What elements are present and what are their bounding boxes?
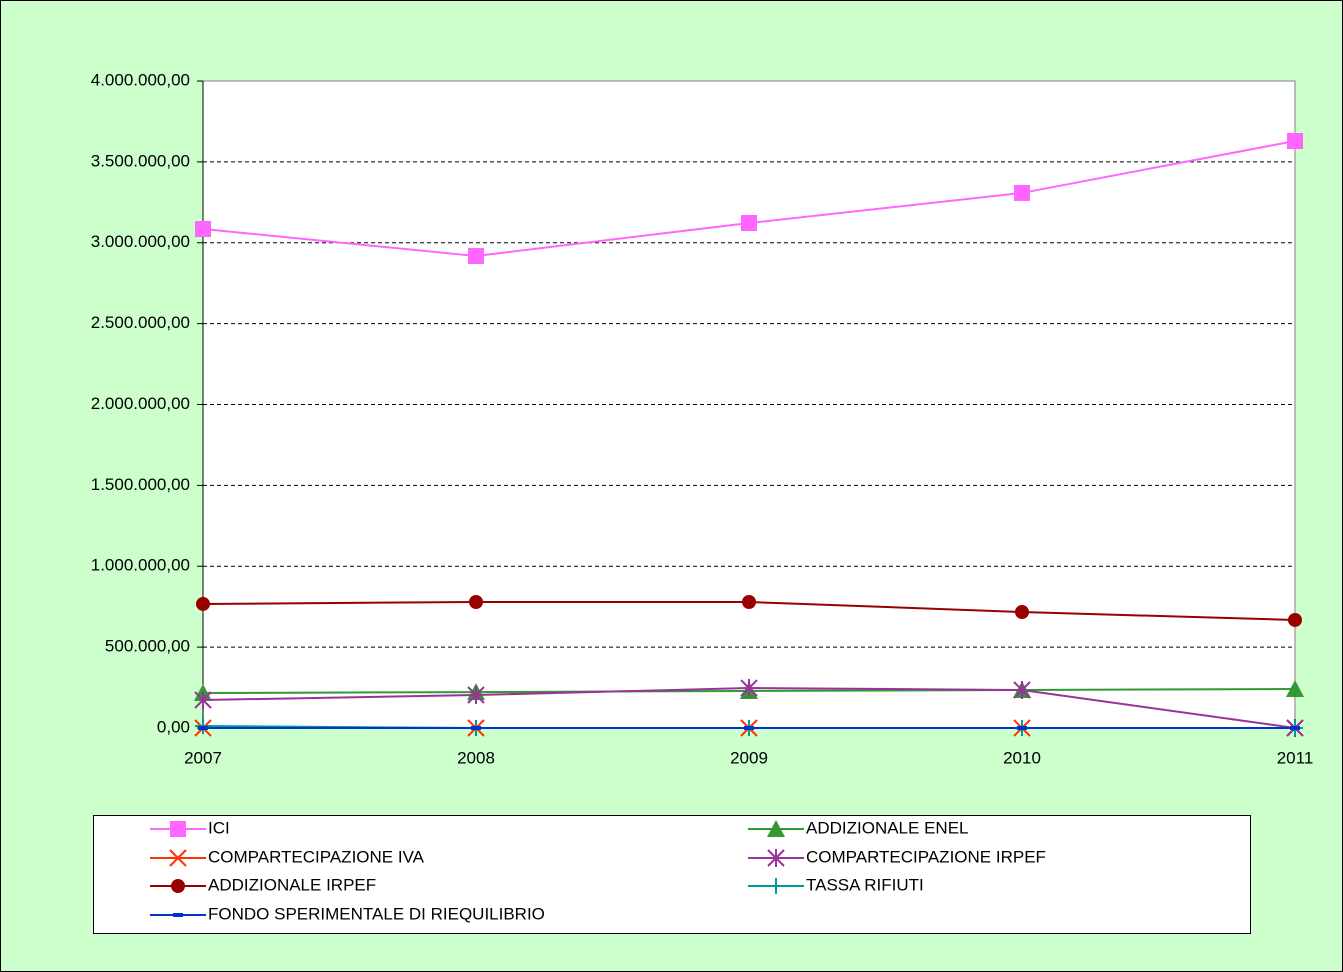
data-point	[740, 679, 758, 698]
x-tick-label: 2011	[1277, 748, 1314, 767]
data-point	[1286, 680, 1304, 698]
x-tick-label: 2007	[184, 748, 222, 767]
data-point	[741, 215, 757, 232]
x-tick-label: 2009	[730, 748, 768, 767]
legend-label: COMPARTECIPAZIONE IRPEF	[806, 847, 1046, 866]
data-point-part	[744, 726, 754, 730]
legend-marker	[768, 878, 784, 894]
data-point-part	[1290, 726, 1300, 730]
legend-label: ADDIZIONALE ENEL	[806, 818, 969, 837]
legend-marker-part	[171, 879, 185, 893]
data-point	[194, 691, 212, 710]
legend	[93, 815, 1251, 934]
data-point	[1014, 184, 1030, 201]
data-point-part	[469, 594, 483, 609]
y-tick-label: 3.500.000,00	[91, 151, 190, 170]
legend-marker	[169, 849, 187, 867]
legend-label: TASSA RIFIUTI	[806, 875, 924, 894]
legend-marker-part	[169, 849, 187, 867]
data-point-part	[196, 596, 210, 611]
data-point-part	[1287, 133, 1303, 150]
x-tick-label: 2008	[457, 748, 495, 767]
y-tick-label: 1.500.000,00	[91, 475, 190, 494]
data-point-part	[471, 726, 481, 730]
legend-label: ADDIZIONALE IRPEF	[208, 875, 376, 894]
y-tick-label: 0,00	[157, 717, 190, 736]
data-point	[744, 726, 754, 730]
y-tick-label: 4.000.000,00	[91, 70, 190, 89]
legend-label: ICI	[208, 818, 230, 837]
y-tick-label: 2.000.000,00	[91, 394, 190, 413]
y-tick-label: 1.000.000,00	[91, 556, 190, 575]
data-point-part	[1014, 184, 1030, 201]
data-point-part	[741, 215, 757, 232]
data-point	[1017, 726, 1027, 730]
legend-marker	[767, 849, 785, 867]
data-point-part	[198, 726, 208, 730]
y-tick-label: 2.500.000,00	[91, 313, 190, 332]
data-point	[195, 221, 211, 238]
data-point-part	[468, 248, 484, 265]
data-point	[1015, 605, 1029, 620]
data-point	[467, 686, 485, 705]
data-point	[198, 726, 208, 730]
legend-marker	[170, 821, 186, 837]
data-point	[1013, 680, 1031, 699]
data-point	[742, 594, 756, 609]
data-point-part	[1015, 605, 1029, 620]
y-tick-label: 500.000,00	[105, 637, 190, 656]
legend-label: FONDO SPERIMENTALE DI RIEQUILIBRIO	[208, 904, 545, 923]
data-point	[469, 594, 483, 609]
legend-marker	[171, 879, 185, 893]
x-tick-label: 2010	[1003, 748, 1041, 767]
legend-marker-part	[173, 913, 183, 917]
data-point	[1290, 726, 1300, 730]
legend-label: COMPARTECIPAZIONE IVA	[208, 847, 425, 866]
legend-marker	[767, 820, 785, 837]
data-point	[1287, 133, 1303, 150]
data-point	[468, 248, 484, 265]
data-point-part	[1288, 612, 1302, 627]
data-point-part	[195, 221, 211, 238]
legend-marker-part	[767, 820, 785, 837]
data-point-part	[1286, 680, 1304, 698]
data-point-part	[742, 594, 756, 609]
y-tick-label: 3.000.000,00	[91, 232, 190, 251]
data-point-part	[1017, 726, 1027, 730]
legend-marker-part	[170, 821, 186, 837]
legend-marker	[173, 913, 183, 917]
data-point	[196, 596, 210, 611]
data-point	[1288, 612, 1302, 627]
data-point	[471, 726, 481, 730]
